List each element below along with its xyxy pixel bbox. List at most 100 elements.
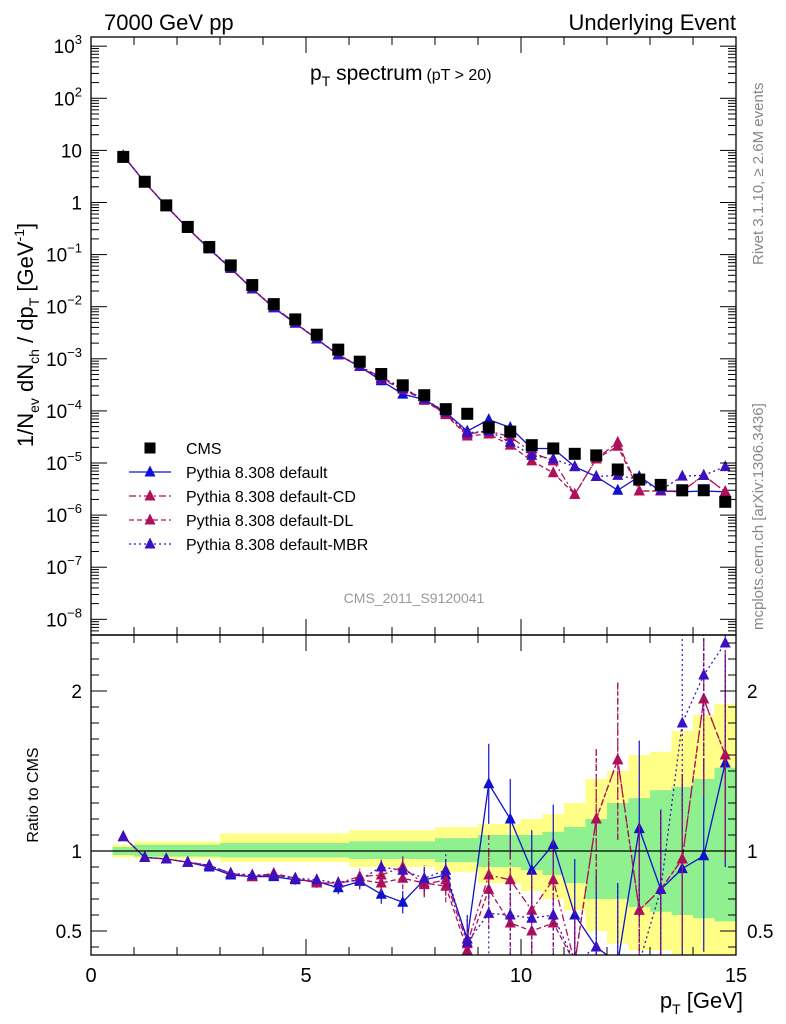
series-1-ratio-point-17 xyxy=(483,777,495,789)
series-3-point-20 xyxy=(547,466,559,478)
series-4-point-20 xyxy=(547,452,559,464)
plot-title: pT spectrum (pT > 20) xyxy=(310,62,492,89)
series-4-ratio-point-19 xyxy=(526,911,538,923)
y-tick-label-main-2: 10−6 xyxy=(46,501,82,527)
series-4-ratio-point-4 xyxy=(203,858,215,870)
series-3-ratio-point-13 xyxy=(397,871,409,883)
series-0-point-7 xyxy=(267,298,280,311)
y-tick-label-main-10: 102 xyxy=(54,84,82,110)
series-4-point-27 xyxy=(698,468,710,480)
series-3-point-21 xyxy=(569,487,581,499)
legend-marker-4 xyxy=(144,537,156,549)
x-tick-label-2: 10 xyxy=(510,965,532,987)
series-2-ratio-point-17 xyxy=(483,868,495,880)
series-0-point-3 xyxy=(181,220,194,233)
series-0-point-13 xyxy=(396,379,409,392)
y-tick-label-ratio-right-1: 1 xyxy=(747,842,758,863)
series-4-ratio-point-27 xyxy=(698,668,710,680)
y-tick-label-main-7: 10−1 xyxy=(46,241,82,267)
legend-marker-3 xyxy=(144,513,156,525)
y-tick-label-main-6: 10−2 xyxy=(46,293,82,319)
series-4-ratio-point-1 xyxy=(139,850,151,862)
y-axis-title-ratio: Ratio to CMS xyxy=(25,747,42,842)
series-0-point-2 xyxy=(160,199,173,212)
series-3-ratio-point-19 xyxy=(526,924,538,936)
series-0-point-16 xyxy=(461,407,474,420)
main-plot-data xyxy=(117,149,732,508)
ratio-plot-frame xyxy=(90,634,737,956)
series-3-ratio-point-20 xyxy=(547,916,559,928)
x-tick-label-1: 5 xyxy=(300,965,311,987)
series-4-ratio-point-25 xyxy=(655,882,667,894)
ratio-band-green-2 xyxy=(220,843,349,858)
y-tick-label-ratio-left-2: 2 xyxy=(71,682,82,703)
y-tick-label-main-9: 10 xyxy=(61,141,82,162)
y-axis-title-main: 1/Nev dNch / dpT [GeV-1] xyxy=(11,223,42,447)
series-4-point-19 xyxy=(526,448,538,460)
series-1-ratio-point-19 xyxy=(526,863,538,875)
series-4-ratio-point-14 xyxy=(418,871,430,883)
series-4-ratio-point-12 xyxy=(375,860,387,872)
series-4-ratio-point-15 xyxy=(440,863,452,875)
y-tick-label-main-1: 10−7 xyxy=(46,553,82,579)
series-0-point-14 xyxy=(418,389,431,402)
series-4-ratio-point-11 xyxy=(354,873,366,885)
series-4-ratio-point-22 xyxy=(590,940,602,952)
legend-label-1: Pythia 8.308 default xyxy=(186,465,328,482)
series-0-point-1 xyxy=(138,175,151,188)
legend-label-0: CMS xyxy=(186,441,222,458)
legend-marker-2 xyxy=(144,489,156,501)
series-1-ratio-point-12 xyxy=(375,887,387,899)
ratio-band-green-3 xyxy=(349,841,435,859)
series-4-ratio-point-17 xyxy=(483,906,495,918)
series-4-ratio-point-3 xyxy=(182,855,194,867)
side-label-rivet: Rivet 3.1.10, ≥ 2.6M events xyxy=(750,83,767,266)
legend: CMS Pythia 8.308 default Pythia 8.308 defa… xyxy=(129,441,368,554)
series-4-point-18 xyxy=(504,435,516,447)
header-right-label: Underlying Event xyxy=(568,10,736,35)
series-0-point-4 xyxy=(203,240,216,253)
series-4-ratio-point-7 xyxy=(268,868,280,880)
y-tick-label-ratio-right-0: 0.5 xyxy=(747,922,773,943)
series-0-point-11 xyxy=(353,355,366,368)
series-0-point-5 xyxy=(224,259,237,272)
x-axis-title: pT [GeV] xyxy=(660,988,743,1017)
series-0-point-23 xyxy=(611,463,624,476)
y-tick-label-main-11: 103 xyxy=(54,32,82,58)
series-0-point-6 xyxy=(246,279,259,292)
series-4-ratio-point-28 xyxy=(719,636,731,648)
series-0-point-8 xyxy=(289,313,302,326)
series-3-ratio-point-18 xyxy=(504,916,516,928)
legend-label-4: Pythia 8.308 default-MBR xyxy=(186,537,368,554)
series-4-ratio-point-26 xyxy=(676,716,688,728)
legend-label-3: Pythia 8.308 default-DL xyxy=(186,513,353,530)
series-2-ratio-point-15 xyxy=(440,873,452,885)
series-0-point-20 xyxy=(547,442,560,455)
series-1-ratio-point-13 xyxy=(397,895,409,907)
y-tick-label-main-0: 10−8 xyxy=(46,605,82,631)
series-3-point-24 xyxy=(633,484,645,496)
series-3-ratio-point-28 xyxy=(719,748,731,760)
series-3-point-28 xyxy=(719,485,731,497)
series-1-ratio-point-18 xyxy=(504,812,516,824)
legend-label-2: Pythia 8.308 default-CD xyxy=(186,489,356,506)
ratio-plot-data xyxy=(117,635,731,955)
y-tick-label-main-5: 10−3 xyxy=(46,345,82,371)
series-4-ratio-point-18 xyxy=(504,908,516,920)
series-4-point-21 xyxy=(569,460,581,472)
series-4-ratio-point-20 xyxy=(547,908,559,920)
series-0-point-17 xyxy=(482,421,495,434)
series-0-point-28 xyxy=(719,495,732,508)
series-1-ratio-point-27 xyxy=(698,849,710,861)
series-4-ratio-point-0 xyxy=(117,830,129,842)
series-3-point-23 xyxy=(612,439,624,451)
series-0-point-26 xyxy=(676,484,689,497)
ratio-band-green-4 xyxy=(435,838,478,863)
series-4-point-26 xyxy=(676,469,688,481)
ratio-uncertainty-bands xyxy=(112,703,736,955)
series-4-ratio-point-2 xyxy=(160,852,172,864)
series-4-ratio-point-16 xyxy=(461,935,473,947)
y-tick-label-main-4: 10−4 xyxy=(46,397,82,423)
series-4-ratio-point-5 xyxy=(225,866,237,878)
